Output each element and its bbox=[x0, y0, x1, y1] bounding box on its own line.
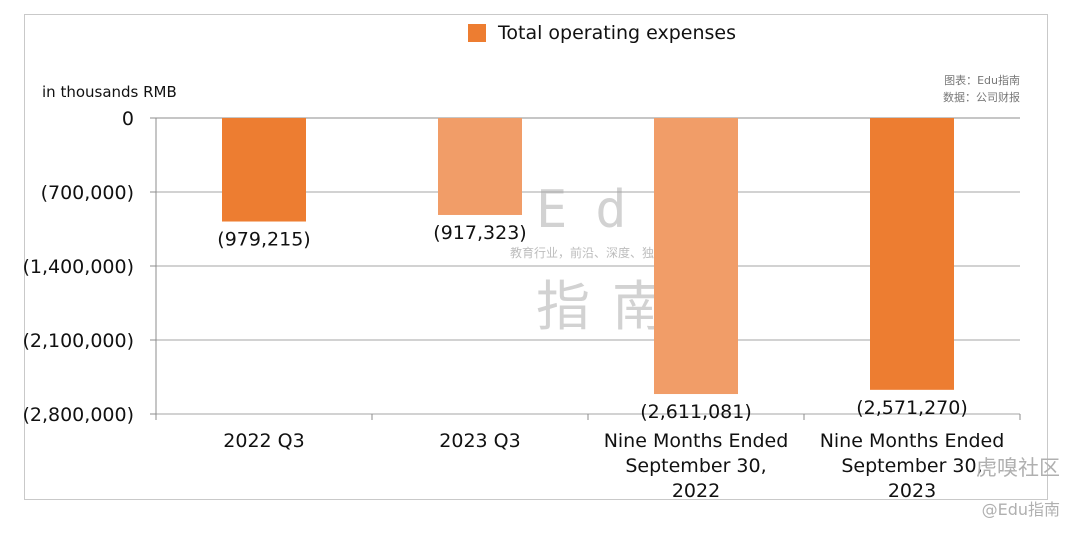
source-chart-credit: 图表：Edu指南 bbox=[944, 74, 1020, 87]
bar bbox=[222, 118, 306, 222]
y-tick-label: (2,800,000) bbox=[22, 404, 134, 426]
x-tick-label: Nine Months Ended bbox=[820, 430, 1005, 452]
corner-watermark-handle: @Edu指南 bbox=[981, 500, 1060, 519]
corner-watermark: 虎嗅社区 bbox=[976, 456, 1060, 480]
x-tick-label: 2023 bbox=[888, 480, 936, 502]
x-tick-label: 2022 Q3 bbox=[223, 430, 304, 452]
legend: Total operating expenses bbox=[468, 20, 736, 46]
y-tick-label: (700,000) bbox=[41, 182, 134, 204]
watermark-name: 指南 bbox=[536, 275, 688, 338]
x-tick-label: 2023 Q3 bbox=[439, 430, 520, 452]
bar bbox=[654, 118, 738, 395]
legend-label: Total operating expenses bbox=[498, 22, 736, 44]
x-tick-label: September 30, bbox=[841, 455, 982, 477]
y-tick-label: (1,400,000) bbox=[22, 256, 134, 278]
data-label: (2,571,270) bbox=[856, 397, 968, 419]
legend-swatch bbox=[468, 24, 486, 42]
bar bbox=[870, 118, 954, 390]
y-tick-label: 0 bbox=[122, 108, 134, 130]
x-tick-label: Nine Months Ended bbox=[604, 430, 789, 452]
data-label: (2,611,081) bbox=[640, 401, 752, 423]
source-data-credit: 数据：公司财报 bbox=[943, 91, 1020, 104]
x-tick-label: September 30, bbox=[625, 455, 766, 477]
source-note: 图表：Edu指南 数据：公司财报 bbox=[943, 72, 1020, 106]
chart-frame bbox=[24, 14, 1048, 500]
bar bbox=[438, 118, 522, 215]
x-tick-label: 2022 bbox=[672, 480, 720, 502]
y-axis-unit-label: in thousands RMB bbox=[42, 83, 177, 101]
y-tick-label: (2,100,000) bbox=[22, 330, 134, 352]
data-label: (917,323) bbox=[433, 222, 526, 244]
watermark-slogan: 教育行业，前沿、深度、独家 bbox=[510, 246, 667, 260]
data-label: (979,215) bbox=[217, 229, 310, 251]
